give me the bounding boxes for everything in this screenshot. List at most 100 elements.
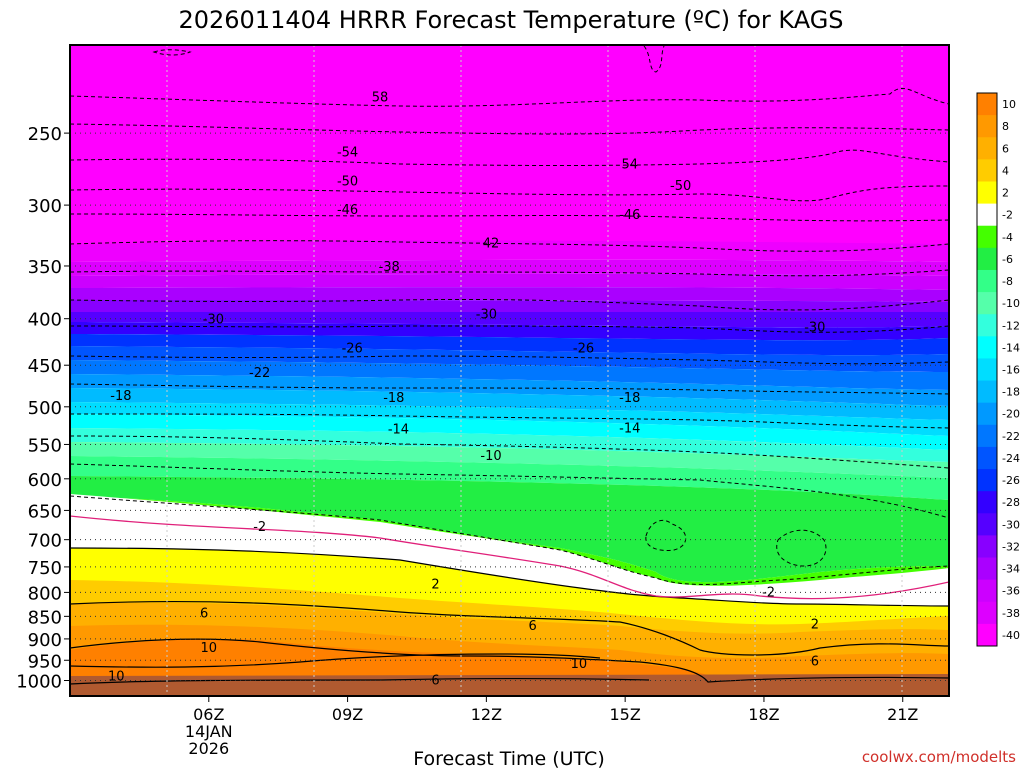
colorbar-label: -30 [1002, 518, 1020, 531]
x-tick-label: 06Z [193, 705, 224, 724]
y-tick-label: 1000 [16, 672, 62, 693]
colorbar-swatch [977, 336, 997, 359]
colorbar-swatch [977, 579, 997, 603]
isotherm-label: 2 [811, 618, 819, 633]
colorbar-label: -14 [1002, 341, 1020, 354]
y-tick-label: 550 [28, 435, 62, 456]
grid-vertical [166, 45, 903, 696]
isotherm-label: -54 [337, 146, 358, 161]
colorbar-swatch [977, 424, 997, 448]
colorbar-swatch [977, 469, 997, 492]
isotherm-label: -18 [619, 391, 640, 406]
colorbar-swatch [977, 292, 997, 315]
y-tick-label: 950 [28, 651, 62, 672]
y-tick-label: 350 [28, 257, 62, 278]
isotherm-label: 58 [372, 91, 389, 106]
y-tick-label: 450 [28, 356, 62, 377]
colorbar-swatch [977, 446, 997, 470]
colorbar-swatch [977, 491, 997, 514]
x-tick-label: 18Z [748, 705, 779, 724]
x-tick-year: 2026 [188, 739, 229, 758]
isotherm-label: -46 [619, 208, 640, 223]
band-white [70, 494, 949, 606]
isotherm-label: -30 [203, 313, 224, 328]
isotherm-label: -18 [383, 391, 404, 406]
isotherm-label: -30 [804, 321, 825, 336]
band-minus12 [70, 414, 949, 450]
colorbar-label: -8 [1002, 275, 1013, 288]
isotherm-label: -10 [480, 449, 501, 464]
colorbar-swatch [977, 535, 997, 559]
y-tick-label: 500 [28, 398, 62, 419]
colorbar-swatch [977, 225, 997, 249]
isotherm-label: 6 [528, 619, 536, 634]
colorbar-label: -10 [1002, 297, 1020, 310]
colorbar-label: -20 [1002, 408, 1020, 421]
credit-link[interactable]: coolwx.com/modelts [862, 748, 1016, 766]
band-minus28 [70, 312, 949, 328]
band-minus22 [70, 346, 949, 372]
colorbar-swatch [977, 93, 997, 116]
colorbar-label: -32 [1002, 540, 1020, 553]
band-magenta [70, 45, 949, 255]
colorbar-label: -22 [1002, 430, 1020, 443]
colorbar-swatch [977, 203, 997, 227]
chart-title: 2026011404 HRRR Forecast Temperature (ºC… [178, 6, 843, 34]
colorbar-label: 10 [1002, 98, 1016, 111]
y-tick-label: 750 [28, 558, 62, 579]
isotherm-label: 6 [811, 654, 819, 669]
colorbar-label: 8 [1002, 120, 1009, 133]
isotherm-label: -2 [253, 520, 266, 535]
isotherm-label: 42 [483, 237, 500, 252]
colorbar-swatch [977, 159, 997, 182]
isotherm-label: -46 [337, 203, 358, 218]
colorbar-swatch [977, 137, 997, 160]
colorbar-swatch [977, 115, 997, 138]
ground-shading [70, 674, 949, 696]
colorbar-label: -12 [1002, 319, 1020, 332]
colorbar-swatch [977, 402, 997, 426]
colorbar-swatch [977, 181, 997, 205]
colorbar-swatch [977, 513, 997, 536]
colorbar-label: -16 [1002, 364, 1020, 377]
colorbar-swatch [977, 623, 997, 647]
band-plus10 [70, 639, 710, 676]
colorbar: 10 8 6 4 2 -2 -4 -6 -8 -10 -12 -14 -16 -18 -20 -22 -24 -2… [976, 92, 1020, 647]
isotherm-label: -22 [249, 366, 270, 381]
x-tick-date: 14JAN [185, 722, 233, 741]
isotherm-label: -30 [476, 308, 497, 323]
colorbar-label: -34 [1002, 563, 1020, 576]
band-minus20 [70, 360, 949, 390]
isotherm-label: -38 [379, 260, 400, 275]
colorbar-swatch [977, 380, 997, 404]
x-axis-title: Forecast Time (UTC) [413, 748, 604, 768]
colorbar-label: -40 [1002, 629, 1020, 642]
y-tick-label: 600 [28, 470, 62, 491]
x-tick-label: 15Z [609, 705, 640, 724]
freezing-line [70, 515, 949, 600]
colorbar-swatch [977, 247, 997, 271]
isotherm-label: 54 [622, 158, 639, 173]
colorbar-label: -26 [1002, 474, 1020, 487]
colorbar-label: 2 [1002, 187, 1009, 200]
y-tick-label: 400 [28, 310, 62, 331]
isotherm-label: 10 [108, 669, 125, 684]
band-minus30 [70, 300, 949, 312]
isotherm-label: -26 [573, 341, 594, 356]
band-minus34 [70, 273, 949, 290]
isotherm-label: -50 [670, 179, 691, 194]
isotherm-label: 10 [201, 641, 218, 656]
colorbar-swatch [977, 601, 997, 625]
isotherm-label: 2 [431, 577, 439, 592]
colorbar-label: 4 [1002, 164, 1009, 177]
dashed-isotherms [70, 45, 949, 585]
band-minus36 [70, 259, 949, 276]
y-tick-label: 800 [28, 583, 62, 604]
colorbar-label: -28 [1002, 496, 1020, 509]
band-minus14 [70, 402, 949, 436]
band-minus8 [70, 442, 949, 478]
colorbar-label: -2 [1002, 209, 1013, 222]
